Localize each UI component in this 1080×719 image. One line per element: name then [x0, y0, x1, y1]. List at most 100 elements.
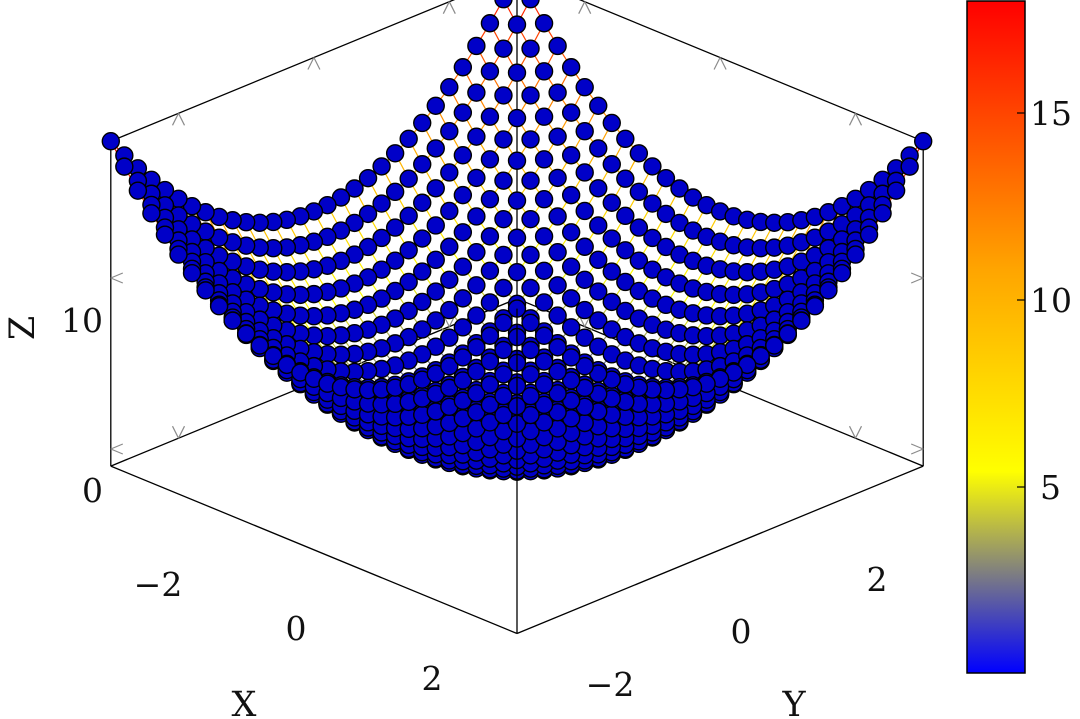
x-tick-label-0: 0: [286, 609, 307, 648]
x-tick-mark: [307, 57, 315, 70]
surface-point: [467, 362, 486, 381]
surface-point: [494, 340, 513, 360]
surface-point: [223, 311, 242, 330]
surface-point: [859, 225, 879, 244]
surface-point: [575, 237, 594, 256]
surface-point: [575, 357, 594, 376]
surface-point: [426, 139, 445, 158]
z-tick-mark: [110, 277, 124, 284]
surface-point: [115, 157, 134, 176]
surface-point: [832, 263, 852, 283]
surface-point: [440, 163, 459, 182]
surface-point: [900, 157, 919, 176]
surface-point: [467, 384, 486, 403]
y-tick-label-0: 0: [731, 612, 752, 651]
surface-point: [521, 405, 540, 425]
surface-point: [507, 228, 527, 247]
surface-point: [521, 365, 540, 384]
surface-point: [548, 243, 567, 262]
surface-point: [521, 278, 540, 298]
colorbar-tick-label-10: 10: [1030, 281, 1072, 320]
surface-point: [440, 328, 459, 347]
surface-point: [656, 204, 676, 224]
surface-point: [480, 293, 500, 312]
surface-point: [507, 108, 527, 128]
surface-point: [534, 293, 554, 312]
surface-point: [589, 311, 608, 330]
surface-point: [453, 103, 473, 122]
surface-point: [534, 326, 554, 345]
surface-point: [561, 289, 581, 308]
surface-markers: [101, 0, 933, 481]
y-tick-mark: [854, 425, 863, 439]
axis-box-front: [110, 308, 924, 635]
surface-point: [507, 262, 527, 282]
surface-point: [643, 228, 662, 248]
surface-point: [521, 86, 540, 105]
surface-point: [534, 352, 554, 371]
surface-point: [494, 405, 513, 425]
surface-point: [589, 216, 608, 235]
surface-point: [602, 193, 621, 212]
x-tick-label-2: 2: [422, 659, 443, 698]
z-tick-mark: [110, 448, 124, 455]
surface-point: [494, 365, 513, 384]
surface-point: [561, 223, 581, 242]
surface-point: [494, 278, 513, 298]
surface-point: [561, 103, 581, 122]
surface-point: [399, 272, 418, 292]
surface-point: [521, 313, 540, 333]
surface-point: [413, 262, 432, 281]
surface-point: [575, 328, 594, 347]
surface-point: [467, 127, 486, 146]
y-tick-mark: [578, 1, 586, 14]
surface-point: [805, 297, 825, 316]
surface-point: [385, 251, 405, 270]
surface-point: [467, 36, 486, 56]
surface-point: [616, 272, 635, 292]
surface-point: [589, 96, 608, 115]
surface-point: [548, 306, 567, 325]
surface-point: [480, 14, 500, 33]
surface-point: [521, 245, 540, 265]
surface-point: [643, 194, 662, 213]
colorbar: 5 10 15: [966, 0, 1072, 674]
surface-point: [602, 229, 621, 248]
surface-point: [548, 384, 567, 403]
surface-point: [169, 245, 188, 264]
y-tick-mark: [713, 57, 721, 70]
surface-point: [426, 216, 445, 235]
surface-point: [101, 131, 121, 151]
surface-point: [440, 300, 459, 320]
surface-point: [480, 326, 500, 345]
surface-point: [589, 282, 608, 301]
surface-point: [480, 107, 500, 126]
z-tick-mark: [110, 272, 124, 279]
surface-point: [548, 36, 567, 56]
surface-point: [453, 58, 473, 77]
surface-point: [534, 227, 554, 246]
surface-point: [399, 206, 418, 226]
surface-point: [629, 144, 649, 163]
surface-point: [507, 151, 527, 170]
surface-point: [426, 250, 445, 270]
surface-point: [643, 157, 662, 176]
y-tick-mark: [848, 425, 857, 439]
y-tick-mark: [854, 113, 863, 126]
surface-point: [480, 375, 500, 394]
surface-point: [548, 362, 567, 381]
surface-point: [561, 257, 581, 276]
colorbar-tick-label-15: 15: [1030, 94, 1072, 133]
x-tick-mark: [313, 57, 321, 70]
box-front-edge: [516, 465, 924, 635]
surface-point: [453, 223, 473, 242]
surface-point: [399, 169, 418, 188]
surface-point: [142, 204, 161, 223]
surface-point: [589, 179, 608, 198]
surface-point: [873, 204, 892, 223]
surface-point: [413, 229, 432, 248]
surface-point: [413, 193, 432, 212]
x-tick-mark: [442, 1, 450, 14]
surface-point: [385, 218, 405, 237]
